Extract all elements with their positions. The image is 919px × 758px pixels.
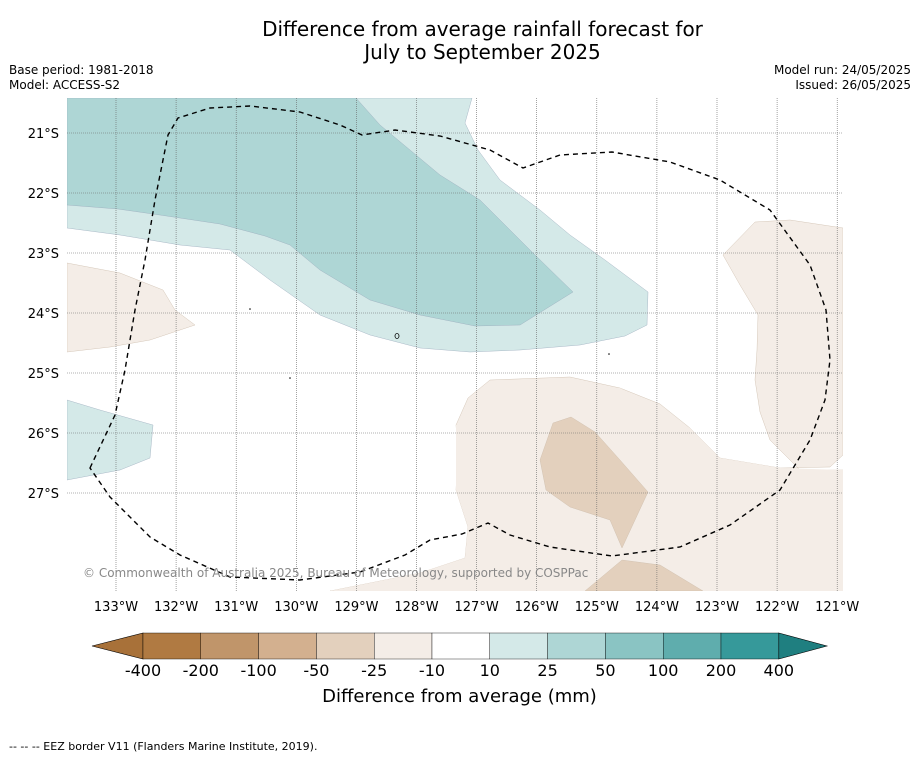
gridlines <box>67 98 843 591</box>
longitude-label: 122°W <box>755 600 799 615</box>
wet-region-left <box>67 399 154 481</box>
dry-region-left <box>67 262 196 353</box>
colorbar-tick-label: 200 <box>706 661 737 680</box>
island-1 <box>394 333 400 339</box>
meta-left: Base period: 1981-2018 Model: ACCESS-S2 <box>9 63 154 93</box>
colorbar-tick-label: -25 <box>361 661 387 680</box>
latitude-label: 26°S <box>28 427 59 442</box>
colorbar-tick-label: 10 <box>480 661 500 680</box>
longitude-label: 131°W <box>214 600 258 615</box>
latitude-label: 25°S <box>28 367 59 382</box>
latitude-label: 27°S <box>28 487 59 502</box>
colorbar-segment <box>200 632 259 660</box>
colorbar-tick-label: 400 <box>764 661 795 680</box>
eez-footnote: -- -- -- EEZ border V11 (Flanders Marine… <box>9 740 318 753</box>
longitude-label: 127°W <box>455 600 499 615</box>
colorbar-segment <box>258 632 317 660</box>
colorbar-arrow-right <box>778 632 829 660</box>
wet-region-25-50 <box>67 98 574 327</box>
colorbar-tick-label: -50 <box>303 661 329 680</box>
colorbar-segment <box>720 632 779 660</box>
longitude-label: 124°W <box>635 600 679 615</box>
colorbar-tick-label: 50 <box>595 661 615 680</box>
colorbar-tick-label: -10 <box>419 661 445 680</box>
colorbar-segment <box>142 632 201 660</box>
colorbar-segment <box>316 632 375 660</box>
issued-date: Issued: 26/05/2025 <box>795 78 911 92</box>
longitude-labels: 133°W 132°W 131°W 130°W 129°W 128°W 127°W 126°W… <box>94 600 860 615</box>
meta-right: Model run: 24/05/2025 Issued: 26/05/2025 <box>774 63 911 93</box>
title-line-1: Difference from average rainfall forecas… <box>262 17 703 41</box>
longitude-label: 126°W <box>515 600 559 615</box>
colorbar-segment <box>547 632 606 660</box>
colorbar-segment <box>431 632 490 660</box>
copyright-text: © Commonwealth of Australia 2025, Bureau… <box>83 566 588 580</box>
colorbar-segment <box>663 632 722 660</box>
latitude-label: 22°S <box>28 187 59 202</box>
rainfall-map-area: © Commonwealth of Australia 2025, Bureau… <box>67 98 843 591</box>
latitude-label: 21°S <box>28 127 59 142</box>
dry-region-bottom-tan <box>584 559 704 591</box>
colorbar-tick-label: 25 <box>537 661 557 680</box>
colorbar-title: Difference from average (mm) <box>322 686 597 707</box>
dry-region-25-50 <box>539 416 649 549</box>
colorbar-tick-label: 100 <box>648 661 679 680</box>
map-title: Difference from average rainfall forecas… <box>0 18 919 64</box>
latitude-label: 23°S <box>28 247 59 262</box>
longitude-label: 128°W <box>394 600 438 615</box>
colorbar <box>91 632 829 660</box>
colorbar-arrow-left <box>91 632 144 660</box>
model-name: Model: ACCESS-S2 <box>9 78 121 92</box>
latitude-labels: 21°S 22°S 23°S 24°S 25°S 26°S 27°S <box>28 127 59 502</box>
colorbar-tick-label: -400 <box>125 661 161 680</box>
colorbar-segment <box>605 632 664 660</box>
island-2 <box>249 308 251 310</box>
longitude-label: 125°W <box>575 600 619 615</box>
colorbar-segment <box>374 632 433 660</box>
longitude-label: 132°W <box>154 600 198 615</box>
title-line-2: July to September 2025 <box>364 40 601 64</box>
longitude-label: 133°W <box>94 600 138 615</box>
longitude-label: 129°W <box>334 600 378 615</box>
longitude-label: 130°W <box>274 600 318 615</box>
longitude-label: 123°W <box>695 600 739 615</box>
colorbar-tick-label: -200 <box>183 661 219 680</box>
island-4 <box>608 353 610 355</box>
model-run: Model run: 24/05/2025 <box>773 63 911 77</box>
colorbar-tick-label: -100 <box>240 661 276 680</box>
base-period: Base period: 1981-2018 <box>9 63 154 77</box>
longitude-label: 121°W <box>815 600 859 615</box>
island-3 <box>289 377 291 379</box>
latitude-label: 24°S <box>28 307 59 322</box>
eez-border <box>89 105 831 581</box>
colorbar-ticks: -400 -200 -100 -50 -25 -10 10 25 50 100 200 400 <box>125 661 794 680</box>
colorbar-segment <box>489 632 548 660</box>
